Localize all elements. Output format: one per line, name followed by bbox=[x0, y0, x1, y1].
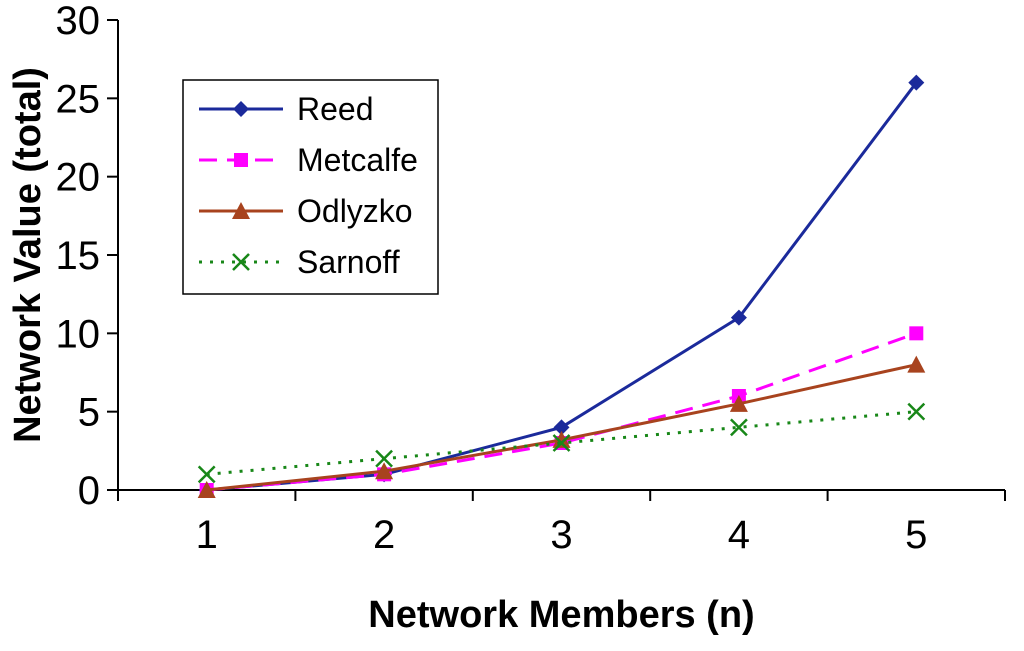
y-axis-title: Network Value (total) bbox=[7, 67, 49, 443]
legend-label: Metcalfe bbox=[297, 142, 418, 178]
diamond-marker-icon bbox=[553, 419, 570, 436]
x-marker-icon bbox=[730, 418, 748, 437]
x-tick-label: 1 bbox=[196, 513, 218, 557]
series-line-metcalfe bbox=[206, 331, 917, 492]
x-tick-label: 2 bbox=[373, 513, 395, 557]
x-marker-icon bbox=[907, 402, 926, 421]
triangle-marker-icon bbox=[552, 430, 571, 448]
square-marker-icon bbox=[234, 153, 248, 167]
triangle-marker-icon bbox=[907, 355, 926, 373]
legend-box bbox=[182, 79, 439, 295]
diamond-marker-icon bbox=[908, 74, 925, 91]
x-marker-icon bbox=[552, 434, 571, 452]
legend-label: Sarnoff bbox=[297, 244, 400, 280]
square-marker-icon bbox=[909, 326, 924, 341]
y-tick-label: 25 bbox=[56, 77, 101, 121]
x-marker-icon bbox=[232, 253, 250, 271]
diamond-marker-icon bbox=[730, 309, 747, 326]
legend-label: Odlyzko bbox=[297, 193, 413, 229]
x-marker-icon bbox=[197, 465, 216, 484]
y-tick-label: 0 bbox=[78, 469, 100, 513]
y-tick-label: 10 bbox=[56, 312, 101, 356]
y-tick-label: 5 bbox=[78, 391, 100, 435]
diamond-marker-icon bbox=[233, 101, 249, 117]
triangle-marker-icon bbox=[729, 394, 748, 412]
y-tick-label: 20 bbox=[56, 156, 101, 200]
y-tick-label: 15 bbox=[56, 234, 101, 278]
x-tick-label: 4 bbox=[728, 513, 750, 557]
triangle-marker-icon bbox=[375, 462, 394, 480]
y-tick-label: 30 bbox=[56, 0, 101, 43]
triangle-marker-icon bbox=[197, 481, 216, 498]
x-marker-icon bbox=[375, 449, 393, 468]
triangle-marker-icon bbox=[232, 202, 250, 219]
legend-label: Reed bbox=[297, 91, 374, 127]
x-tick-label: 3 bbox=[550, 513, 572, 557]
x-axis-title: Network Members (n) bbox=[368, 594, 754, 636]
x-tick-label: 5 bbox=[905, 513, 927, 557]
